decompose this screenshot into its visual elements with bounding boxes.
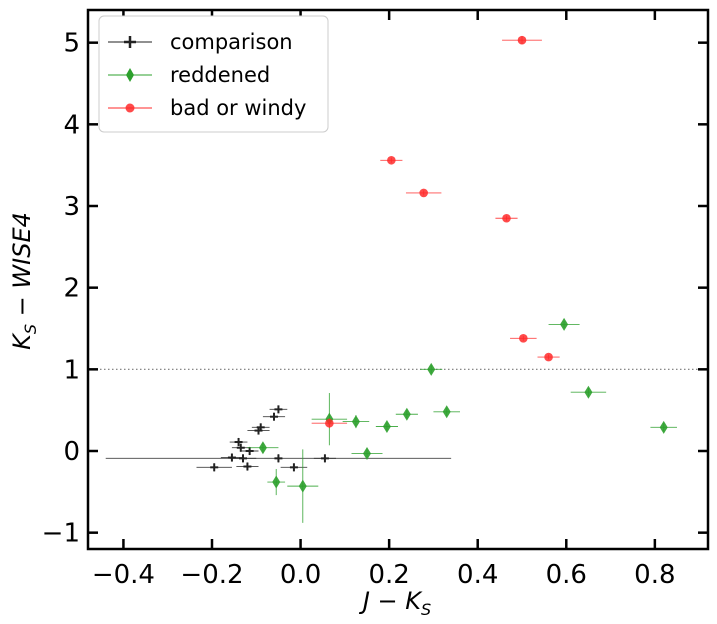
data-point-bad-or-windy <box>502 35 542 45</box>
data-point-bad-or-windy <box>380 155 403 165</box>
x-tick-label: 0.4 <box>457 560 498 590</box>
data-point-reddened <box>267 468 286 496</box>
data-point-comparison <box>196 463 232 472</box>
data-point-comparison <box>269 405 288 414</box>
marker-diamond <box>560 317 569 331</box>
marker-diamond <box>382 420 391 433</box>
data-point-comparison <box>313 454 336 463</box>
x-axis-label-base: K <box>405 587 423 615</box>
data-point-bad-or-windy <box>510 334 537 343</box>
data-point-reddened <box>570 385 607 399</box>
legend-entry-bad-or-windy: bad or windy <box>108 96 306 120</box>
x-axis-label: J − KS <box>359 587 431 619</box>
data-point-reddened <box>420 362 443 376</box>
legend-entry-comparison: comparison <box>108 30 293 54</box>
marker-diamond <box>427 362 436 376</box>
y-tick-label: 3 <box>63 192 80 222</box>
marker-circle <box>387 155 396 165</box>
marker-diamond <box>298 479 307 493</box>
legend-box <box>98 15 329 133</box>
y-tick-label: 0 <box>63 437 80 467</box>
y-tick-label: 4 <box>63 110 80 140</box>
data-point-comparison <box>247 426 270 435</box>
marker-circle <box>419 188 428 198</box>
data-point-comparison <box>262 412 286 421</box>
series-comparison <box>105 405 452 472</box>
marker-diamond <box>351 415 360 429</box>
data-point-comparison <box>240 446 259 456</box>
y-tick-label: 5 <box>63 29 80 59</box>
marker-diamond <box>584 385 593 399</box>
data-point-bad-or-windy <box>405 188 442 198</box>
data-point-reddened <box>247 441 279 455</box>
data-point-reddened <box>342 415 370 429</box>
legend-marker-bad-or-windy <box>125 103 135 113</box>
marker-diamond <box>659 420 668 434</box>
series-bad-or-windy <box>311 35 560 429</box>
y-axis-label: KS − WISE4 <box>8 212 40 350</box>
x-tick-label: 0.0 <box>280 560 321 590</box>
y-axis-label-sub: S <box>21 324 40 334</box>
y-tick-label: 2 <box>63 274 80 304</box>
marker-circle <box>325 418 334 428</box>
x-tick-label: 0.8 <box>634 560 675 590</box>
data-point-reddened <box>375 420 398 433</box>
legend-marker-reddened <box>126 68 134 82</box>
y-tick-label: 1 <box>63 355 80 385</box>
data-point-comparison <box>236 462 259 471</box>
data-point-reddened <box>433 405 460 419</box>
x-axis-label-sub: S <box>421 600 431 619</box>
data-point-bad-or-windy <box>495 213 518 223</box>
y-tick-label: −1 <box>42 519 80 549</box>
x-axis-label-main: J <box>359 587 370 615</box>
y-axis-label-main: K <box>8 332 36 350</box>
x-tick-label: −0.4 <box>92 560 155 590</box>
legend-label-reddened: reddened <box>170 63 270 87</box>
marker-circle <box>519 334 528 343</box>
x-tick-label: −0.2 <box>180 560 243 590</box>
plot-frame <box>86 8 710 551</box>
data-point-reddened <box>287 449 319 523</box>
data-point-reddened <box>351 446 383 460</box>
series-reddened <box>247 317 677 523</box>
data-point-comparison <box>229 437 248 447</box>
x-tick-label: 0.2 <box>368 560 409 590</box>
marker-diamond <box>442 405 451 419</box>
x-axis-label-op: − <box>370 587 405 615</box>
data-point-bad-or-windy <box>311 418 348 429</box>
marker-diamond <box>272 475 281 489</box>
data-point-bad-or-windy <box>537 352 560 362</box>
marker-diamond <box>402 407 411 421</box>
data-point-reddened <box>395 407 418 421</box>
data-point-reddened <box>548 317 580 331</box>
marker-diamond <box>363 446 371 460</box>
marker-diamond <box>258 441 267 455</box>
marker-circle <box>502 213 511 223</box>
legend-label-comparison: comparison <box>170 30 293 54</box>
marker-circle <box>544 352 553 362</box>
legend-entry-reddened: reddened <box>108 63 270 87</box>
data-point-comparison <box>105 454 452 463</box>
legend-label-bad-or-windy: bad or windy <box>170 96 306 120</box>
x-tick-label: 0.6 <box>546 560 587 590</box>
marker-circle <box>517 35 527 45</box>
y-axis-label-tail: WISE4 <box>8 212 36 288</box>
data-point-reddened <box>650 420 677 434</box>
y-axis-label-op: − <box>8 289 36 324</box>
data-point-comparison <box>231 443 250 452</box>
legend: comparison reddened bad or windy <box>98 15 329 133</box>
